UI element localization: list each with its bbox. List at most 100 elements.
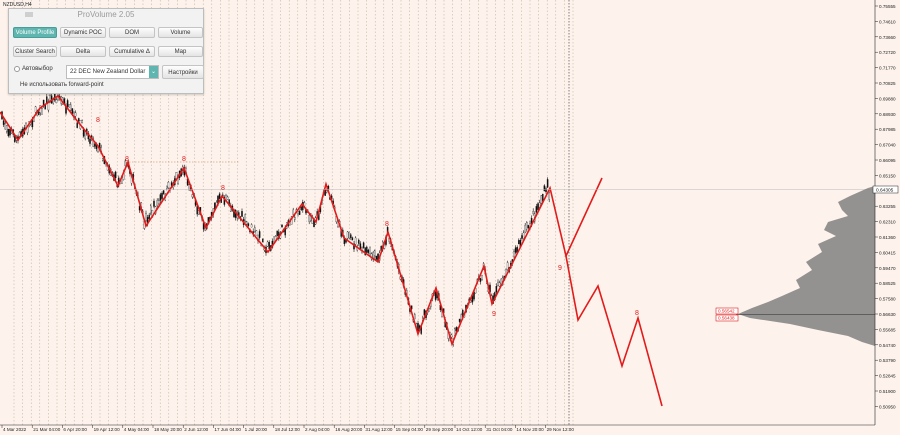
volume-button[interactable]: Volume <box>158 27 203 38</box>
volume-profile-shape <box>738 186 875 346</box>
candle-body <box>2 120 5 125</box>
price-tick-label: 0.66095 <box>879 158 896 163</box>
candle-body <box>34 106 37 113</box>
wave-count-label: 8 <box>635 310 639 317</box>
candle-body <box>255 230 258 236</box>
candle-body <box>346 231 349 239</box>
candle-body <box>162 190 165 194</box>
price-tick-label: 0.61360 <box>879 235 896 240</box>
candle-body <box>423 309 426 316</box>
candle-body <box>81 120 83 123</box>
price-tick-label: 0.75555 <box>879 4 896 9</box>
price-tick-label: 0.72720 <box>879 50 896 55</box>
wave-count-label: 8 <box>96 117 100 124</box>
wave-line <box>0 94 603 347</box>
candle-body <box>148 214 150 219</box>
candle-body <box>74 112 77 117</box>
candle-body <box>262 238 264 243</box>
candle-body <box>294 217 296 220</box>
time-tick-label: 17 Jun 04:00 <box>214 427 241 432</box>
candle-body <box>297 211 299 214</box>
panel-grip-icon <box>25 12 33 17</box>
instrument-select[interactable]: 22 DEC New Zealand Dollar ⌄ <box>66 65 159 79</box>
settings-button[interactable]: Настройки <box>162 65 204 79</box>
chevron-down-icon[interactable]: ⌄ <box>149 66 158 78</box>
candle-body <box>78 118 80 122</box>
candle-body <box>254 227 256 233</box>
candle-body <box>414 314 416 320</box>
price-tick-label: 0.62310 <box>879 220 896 225</box>
candle-body <box>374 250 376 256</box>
delta-button[interactable]: Delta <box>60 46 106 57</box>
price-level-box <box>715 307 739 315</box>
candle-body <box>268 242 270 250</box>
time-tick-label: 18 Jul 12:00 <box>275 427 300 432</box>
instrument-select-value: 22 DEC New Zealand Dollar <box>70 69 146 75</box>
dynamic-poc-button[interactable]: Dynamic POC <box>60 27 106 38</box>
wave-count-label: 8 <box>125 156 129 163</box>
dom-button[interactable]: DOM <box>109 27 155 38</box>
candle-body <box>266 241 269 247</box>
candle-body <box>150 205 152 214</box>
candle-body <box>158 200 160 204</box>
price-level-box <box>715 314 739 322</box>
candle-body <box>298 211 301 215</box>
price-tick-label: 0.50950 <box>879 404 896 409</box>
candle-body <box>495 286 498 293</box>
panel-title: ProVolume 2.05 <box>77 10 135 19</box>
candle-body <box>532 211 534 214</box>
candle-body <box>497 281 499 286</box>
cumulative-delta-button[interactable]: Cumulative Δ <box>109 46 155 57</box>
auto-select-checkbox[interactable] <box>14 66 20 72</box>
candle-body <box>38 112 40 116</box>
price-tick-label: 0.65150 <box>879 173 896 178</box>
candle-body <box>521 235 523 239</box>
time-tick-label: 1 Jul 20:00 <box>245 427 268 432</box>
candle-body <box>167 181 170 189</box>
symbol-label: NZDUSD,H4 <box>3 2 32 8</box>
candle-body <box>7 128 10 137</box>
candle-body <box>94 143 96 147</box>
price-tick-label: 0.74610 <box>879 19 896 24</box>
candle-body <box>276 230 278 237</box>
candle-body <box>4 123 6 130</box>
candle-body <box>258 231 261 238</box>
time-tick-label: 4 May 04:00 <box>124 427 150 432</box>
cluster-search-button[interactable]: Cluster Search <box>13 46 57 57</box>
candle-body <box>540 195 542 204</box>
candle-body <box>548 192 550 200</box>
price-tick-label: 0.53790 <box>879 358 896 363</box>
wave-pattern-lines <box>0 94 875 407</box>
candle-body <box>350 234 352 238</box>
candle-body <box>537 203 539 210</box>
candle-body <box>84 131 86 139</box>
price-tick-label: 0.71770 <box>879 66 896 71</box>
candle-body <box>450 334 453 338</box>
map-button[interactable]: Map <box>158 46 203 57</box>
price-level-value: 0.56438 <box>718 316 735 321</box>
candle-body <box>247 223 250 226</box>
price-level-value: 0.56542 <box>718 309 735 314</box>
candle-body <box>514 247 517 253</box>
candle-body <box>153 200 155 207</box>
candle-body <box>9 129 11 136</box>
wave-count-label: 9 <box>492 311 496 318</box>
candle-body <box>358 239 360 244</box>
price-tick-label: 0.60415 <box>879 250 896 255</box>
price-tick-label: 0.52845 <box>879 374 896 379</box>
candle-body <box>417 323 419 332</box>
time-tick-label: 15 Sep 04:00 <box>396 427 424 432</box>
price-tick-label: 0.56630 <box>879 312 896 317</box>
candle-body <box>481 275 483 280</box>
time-tick-label: 29 Sep 20:00 <box>426 427 454 432</box>
candle-body <box>546 179 549 188</box>
price-tick-label: 0.57580 <box>879 297 896 302</box>
volume-profile-button[interactable]: Volume Profile <box>13 27 57 38</box>
candle-body <box>250 224 253 228</box>
candle-body <box>156 200 158 206</box>
candle-body <box>114 171 117 179</box>
candle-body <box>145 213 147 221</box>
forward-point-option[interactable]: Не использовать forward-point <box>20 82 104 88</box>
provolume-panel: ProVolume 2.05 Volume Profile Dynamic PO… <box>8 8 204 94</box>
